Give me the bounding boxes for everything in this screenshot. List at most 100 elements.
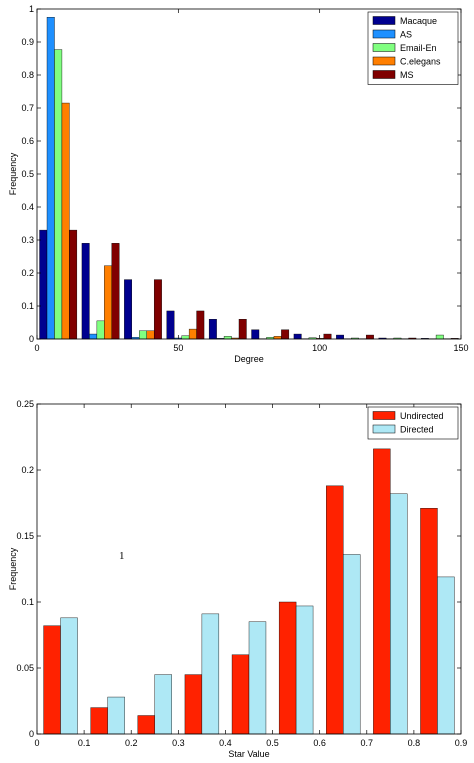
degree-y-tick-label: 0.1: [21, 301, 34, 311]
degree-ticks: 0 50 100 150 0 0.1 0.2 0.3 0.4 0.5 0.6 0.7 0.8 0.9 1: [21, 4, 468, 353]
degree-y-tick-label: 1: [29, 4, 34, 14]
degree-bar-macaque-0: [39, 229, 48, 340]
star-value-frequency-chart: 0 0.1 0.2 0.3 0.4 0.5 0.6 0.7 0.8 0.9 0 0.05 0.1 0.15…: [8, 399, 467, 759]
degree-legend-label-ms: MS: [400, 70, 414, 80]
degree-bar-c-elegans-1: [104, 265, 112, 340]
degree-bar-ms-4: [238, 319, 247, 340]
degree-bar-email-en-2: [139, 330, 147, 340]
degree-x-tick-label: 100: [312, 343, 327, 353]
star-bar-directed-4: [248, 621, 267, 735]
star-legend-label-undirected: Undirected: [400, 411, 444, 421]
star-y-tick-label: 0.1: [21, 597, 34, 607]
degree-bar-ms-5: [281, 329, 290, 340]
star-bar-directed-3: [201, 613, 220, 735]
star-x-tick-label: 0.5: [266, 738, 279, 748]
star-bar-directed-8: [437, 576, 455, 735]
star-bar-directed-7: [390, 493, 408, 735]
degree-legend-swatch-macaque: [372, 16, 396, 25]
star-bar-undirected-8: [420, 508, 438, 735]
degree-legend-label-macaque: Macaque: [400, 16, 437, 26]
star-x-tick-label: 0.4: [219, 738, 232, 748]
star-y-tick-label: 0.15: [16, 531, 34, 541]
degree-bar-ms-3: [196, 310, 205, 340]
degree-bar-email-en-0: [54, 49, 63, 340]
star-y-tick-label: 0.25: [16, 399, 34, 409]
star-x-tick-label: 0.2: [125, 738, 138, 748]
degree-y-tick-label: 0.9: [21, 37, 34, 47]
degree-bar-email-en-3: [181, 335, 190, 340]
star-bar-directed-0: [60, 617, 78, 735]
degree-bar-ms-2: [153, 279, 162, 340]
degree-y-tick-label: 0.3: [21, 235, 34, 245]
degree-x-axis-label: Degree: [234, 354, 264, 364]
star-legend: Undirected Directed: [367, 406, 459, 440]
star-x-tick-label: 0.6: [313, 738, 326, 748]
degree-legend: Macaque AS Email-En C.elegans MS: [367, 11, 459, 85]
degree-y-tick-label: 0.8: [21, 70, 34, 80]
degree-x-tick-label: 150: [453, 343, 468, 353]
star-y-tick-label: 0.2: [21, 465, 34, 475]
degree-bar-macaque-1: [81, 243, 90, 340]
star-bar-undirected-4: [231, 654, 250, 735]
star-bar-directed-1: [107, 696, 125, 735]
star-bar-undirected-0: [43, 625, 61, 735]
degree-bar-c-elegans-3: [188, 328, 197, 340]
star-x-tick-label: 0: [34, 738, 39, 748]
degree-x-tick-label: 0: [34, 343, 39, 353]
star-legend-label-directed: Directed: [400, 425, 434, 435]
star-bar-undirected-3: [184, 674, 203, 735]
degree-bar-c-elegans-2: [146, 330, 155, 340]
degree-bar-ms-7: [365, 334, 374, 340]
star-y-axis-label: Frequency: [8, 547, 18, 590]
star-ticks: 0 0.1 0.2 0.3 0.4 0.5 0.6 0.7 0.8 0.9 0 0.05 0.1 0.15…: [16, 399, 467, 748]
degree-bar-macaque-6: [293, 333, 302, 340]
degree-bar-as-0: [46, 17, 55, 340]
star-legend-swatch-undirected: [372, 411, 396, 420]
degree-bar-macaque-5: [251, 329, 260, 340]
star-axes-box: [36, 403, 462, 735]
star-bar-undirected-7: [373, 448, 391, 735]
star-bars: [43, 448, 455, 735]
degree-bar-ms-0: [69, 229, 78, 340]
star-bar-directed-5: [295, 605, 314, 735]
star-bar-undirected-5: [278, 601, 297, 735]
degree-y-tick-label: 0.6: [21, 136, 34, 146]
star-x-tick-label: 0.9: [455, 738, 468, 748]
star-y-tick-label: 0: [29, 729, 34, 739]
star-x-tick-label: 0.3: [172, 738, 185, 748]
degree-bar-macaque-2: [124, 279, 132, 340]
degree-legend-label-email-en: Email-En: [400, 43, 437, 53]
degree-y-tick-label: 0.7: [21, 103, 34, 113]
degree-bar-email-en-9: [435, 334, 444, 340]
degree-frequency-chart: 0 50 100 150 0 0.1 0.2 0.3 0.4 0.5 0.6 0.7 0.8 0.9 1 D…: [8, 4, 469, 364]
star-x-axis-label: Star Value: [228, 749, 269, 759]
degree-legend-swatch-ms: [372, 70, 396, 79]
degree-bar-email-en-1: [96, 320, 105, 340]
degree-y-tick-label: 0.2: [21, 268, 34, 278]
degree-bar-c-elegans-0: [61, 102, 70, 340]
degree-bar-macaque-4: [208, 319, 217, 340]
degree-bar-macaque-7: [336, 334, 344, 340]
degree-bar-ms-1: [111, 243, 120, 340]
degree-legend-label-as: AS: [400, 30, 412, 40]
degree-x-tick-label: 50: [173, 343, 183, 353]
degree-y-tick-label: 0.4: [21, 202, 34, 212]
star-legend-swatch-directed: [372, 424, 396, 434]
star-bar-undirected-1: [90, 707, 108, 735]
star-annotation: 1: [119, 550, 125, 562]
star-x-tick-label: 0.7: [361, 738, 374, 748]
degree-legend-label-c-elegans: C.elegans: [400, 57, 441, 67]
star-bar-directed-2: [154, 674, 172, 735]
degree-y-tick-label: 0: [29, 334, 34, 344]
star-x-tick-label: 0.1: [78, 738, 91, 748]
star-bar-undirected-6: [326, 485, 344, 735]
degree-legend-swatch-c-elegans: [372, 56, 396, 66]
degree-legend-swatch-email-en: [372, 43, 396, 52]
degree-bar-ms-6: [323, 333, 332, 340]
degree-bar-as-1: [89, 333, 98, 340]
degree-y-tick-label: 0.5: [21, 169, 34, 179]
star-bar-undirected-2: [137, 715, 155, 735]
star-bar-directed-6: [343, 554, 361, 735]
star-x-tick-label: 0.8: [408, 738, 421, 748]
